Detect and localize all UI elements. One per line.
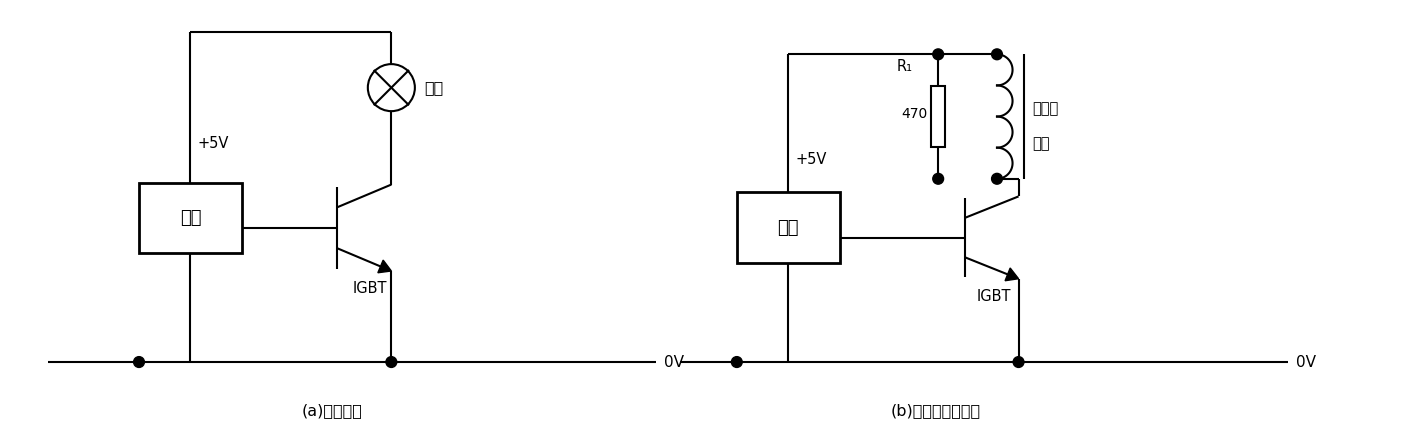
Text: 继电器: 继电器	[1033, 101, 1058, 116]
Text: 逻辑: 逻辑	[777, 219, 799, 237]
Text: IGBT: IGBT	[353, 281, 386, 296]
Text: (b)驱动继电器负载: (b)驱动继电器负载	[891, 404, 981, 419]
Bar	[139, 183, 242, 253]
Text: 车灯: 车灯	[424, 80, 444, 95]
Text: +5V: +5V	[197, 136, 229, 151]
Circle shape	[386, 357, 396, 368]
Circle shape	[133, 357, 145, 368]
Bar	[932, 86, 946, 147]
Bar	[736, 193, 840, 263]
Circle shape	[992, 173, 1002, 184]
Polygon shape	[1005, 268, 1019, 281]
Text: IGBT: IGBT	[976, 288, 1012, 304]
Text: +5V: +5V	[795, 152, 826, 167]
Text: 0V: 0V	[663, 355, 684, 369]
Circle shape	[933, 49, 944, 60]
Text: (a)驱动车灯: (a)驱动车灯	[302, 404, 362, 419]
Text: 逻辑: 逻辑	[180, 209, 201, 227]
Circle shape	[732, 357, 742, 368]
Text: 0V: 0V	[1295, 355, 1316, 369]
Polygon shape	[378, 260, 392, 273]
Text: 470: 470	[901, 107, 927, 121]
Circle shape	[933, 173, 944, 184]
Text: 线圈: 线圈	[1033, 136, 1050, 152]
Text: R₁: R₁	[896, 59, 913, 74]
Circle shape	[992, 49, 1002, 60]
Circle shape	[1013, 357, 1024, 368]
